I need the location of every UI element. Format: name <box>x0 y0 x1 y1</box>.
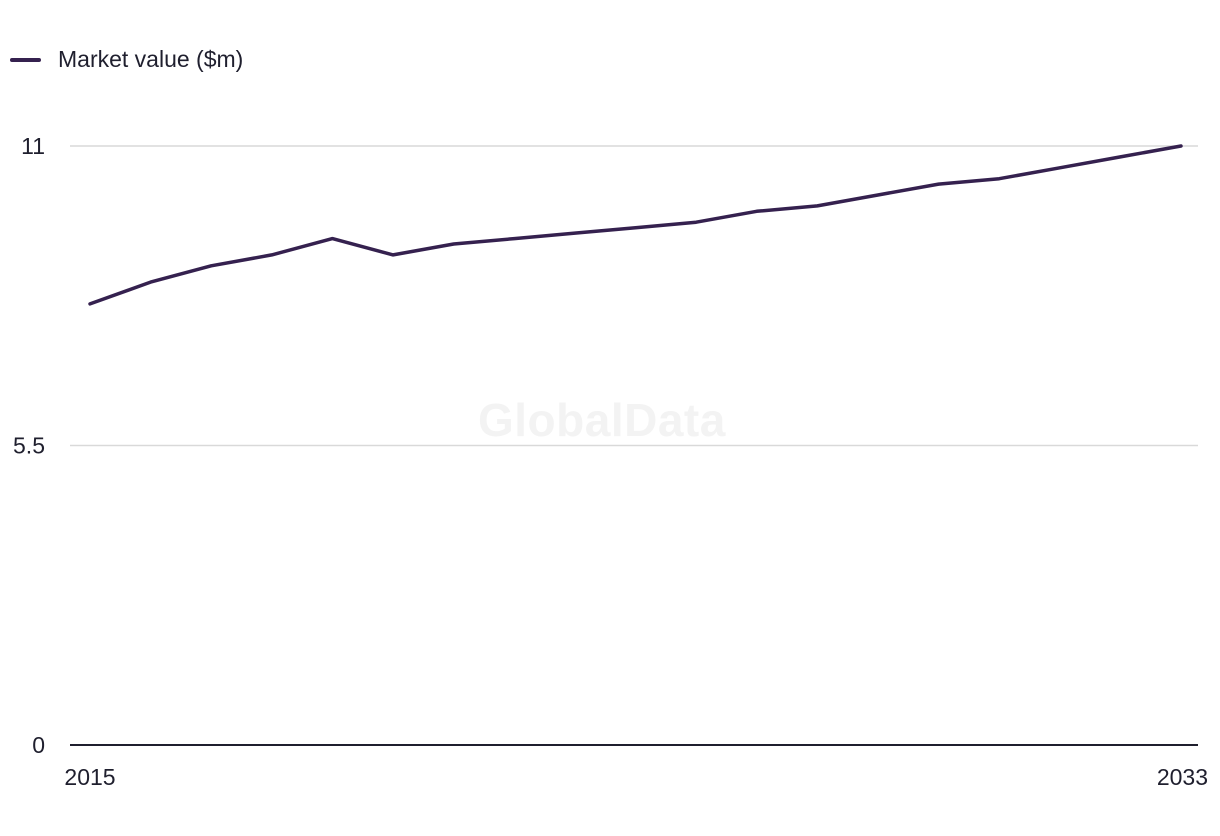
data-point <box>210 264 213 267</box>
y-tick-label: 0 <box>32 732 45 758</box>
data-point <box>1119 155 1122 158</box>
data-point <box>876 194 879 197</box>
data-point <box>89 302 92 305</box>
data-point <box>331 237 334 240</box>
legend-swatch-market-value <box>10 57 41 62</box>
data-point <box>1180 145 1183 148</box>
data-point <box>937 183 940 186</box>
gridlines <box>70 145 1198 447</box>
data-point <box>573 232 576 235</box>
data-point <box>149 281 152 284</box>
data-point <box>452 243 455 246</box>
data-point <box>270 253 273 256</box>
tick-labels: 0 5.5 11 2015 2033 <box>13 133 1208 790</box>
x-tick-label: 2015 <box>64 764 115 790</box>
series-line-market-value <box>88 144 1183 306</box>
legend-label-market-value: Market value ($m) <box>58 46 244 72</box>
data-point <box>513 237 516 240</box>
y-tick-label: 5.5 <box>13 433 45 459</box>
data-point <box>392 253 395 256</box>
data-point <box>634 226 637 229</box>
data-point <box>755 210 758 213</box>
data-point <box>998 177 1001 180</box>
watermark: GlobalData <box>478 394 726 446</box>
data-point <box>816 204 819 207</box>
data-point <box>695 221 698 224</box>
x-tick-label: 2033 <box>1157 764 1208 790</box>
y-tick-label: 11 <box>21 133 45 159</box>
chart-legend: Market value ($m) <box>10 46 243 73</box>
series-layer <box>88 144 1183 306</box>
data-point <box>1058 166 1061 169</box>
